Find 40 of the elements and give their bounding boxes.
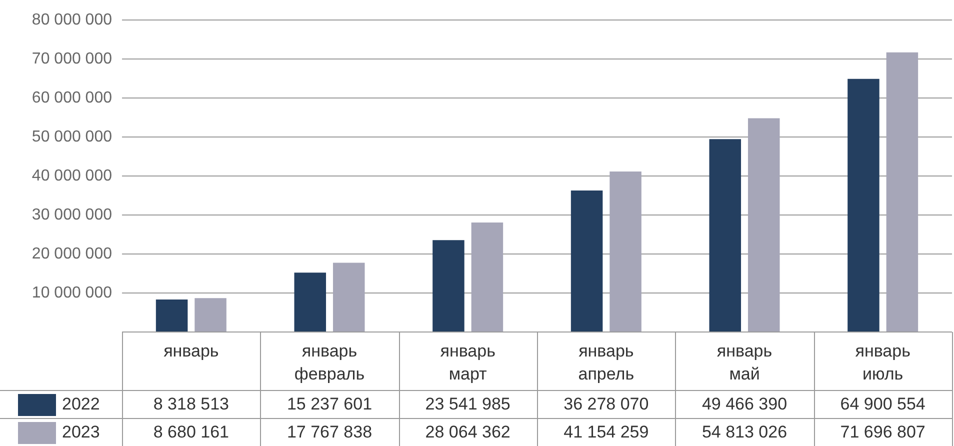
bar bbox=[432, 240, 464, 332]
x-tick-label: январь июль bbox=[855, 342, 911, 384]
data-label: 17 767 838 bbox=[286, 422, 372, 442]
data-label: 36 278 070 bbox=[564, 394, 649, 414]
data-label: 54 813 026 bbox=[702, 422, 788, 442]
legend-label: 2022 bbox=[62, 394, 100, 414]
y-tick-label: 40 000 000 bbox=[32, 167, 112, 184]
legend-label: 2023 bbox=[62, 422, 100, 442]
x-tick-label: январь март bbox=[440, 342, 496, 384]
x-tick-label: январь май bbox=[716, 342, 772, 384]
bar bbox=[471, 222, 504, 332]
data-label: 15 237 601 bbox=[286, 394, 372, 414]
bar bbox=[610, 172, 642, 332]
x-tick-label: январь апрель bbox=[578, 342, 634, 384]
data-label: 41 154 259 bbox=[564, 422, 649, 442]
data-label: 71 696 807 bbox=[840, 422, 926, 442]
y-tick-label: 50 000 000 bbox=[32, 128, 112, 146]
data-label: 64 900 554 bbox=[840, 394, 926, 414]
data-label: 8 318 513 bbox=[153, 394, 229, 414]
bar bbox=[294, 272, 326, 332]
data-label: 23 541 985 bbox=[425, 394, 510, 414]
data-label: 8 680 161 bbox=[153, 422, 229, 442]
bar bbox=[332, 262, 365, 332]
bar bbox=[194, 298, 226, 332]
bar bbox=[570, 190, 603, 332]
y-tick-label: 70 000 000 bbox=[32, 50, 112, 68]
bar bbox=[748, 118, 780, 332]
y-tick-label: 80 000 000 bbox=[32, 11, 112, 28]
y-tick-label: 10 000 000 bbox=[32, 284, 112, 302]
bar bbox=[886, 52, 918, 332]
y-tick-label: 20 000 000 bbox=[32, 245, 112, 262]
bar bbox=[848, 78, 880, 332]
data-label: 28 064 362 bbox=[425, 422, 510, 442]
bar bbox=[156, 300, 188, 332]
x-tick-label: январь февраль bbox=[294, 342, 365, 384]
data-label: 49 466 390 bbox=[702, 394, 788, 414]
y-tick-label: 60 000 000 bbox=[32, 89, 112, 106]
y-tick-label: 30 000 000 bbox=[32, 206, 112, 224]
x-tick-label: январь bbox=[164, 342, 219, 361]
bar bbox=[709, 139, 742, 332]
